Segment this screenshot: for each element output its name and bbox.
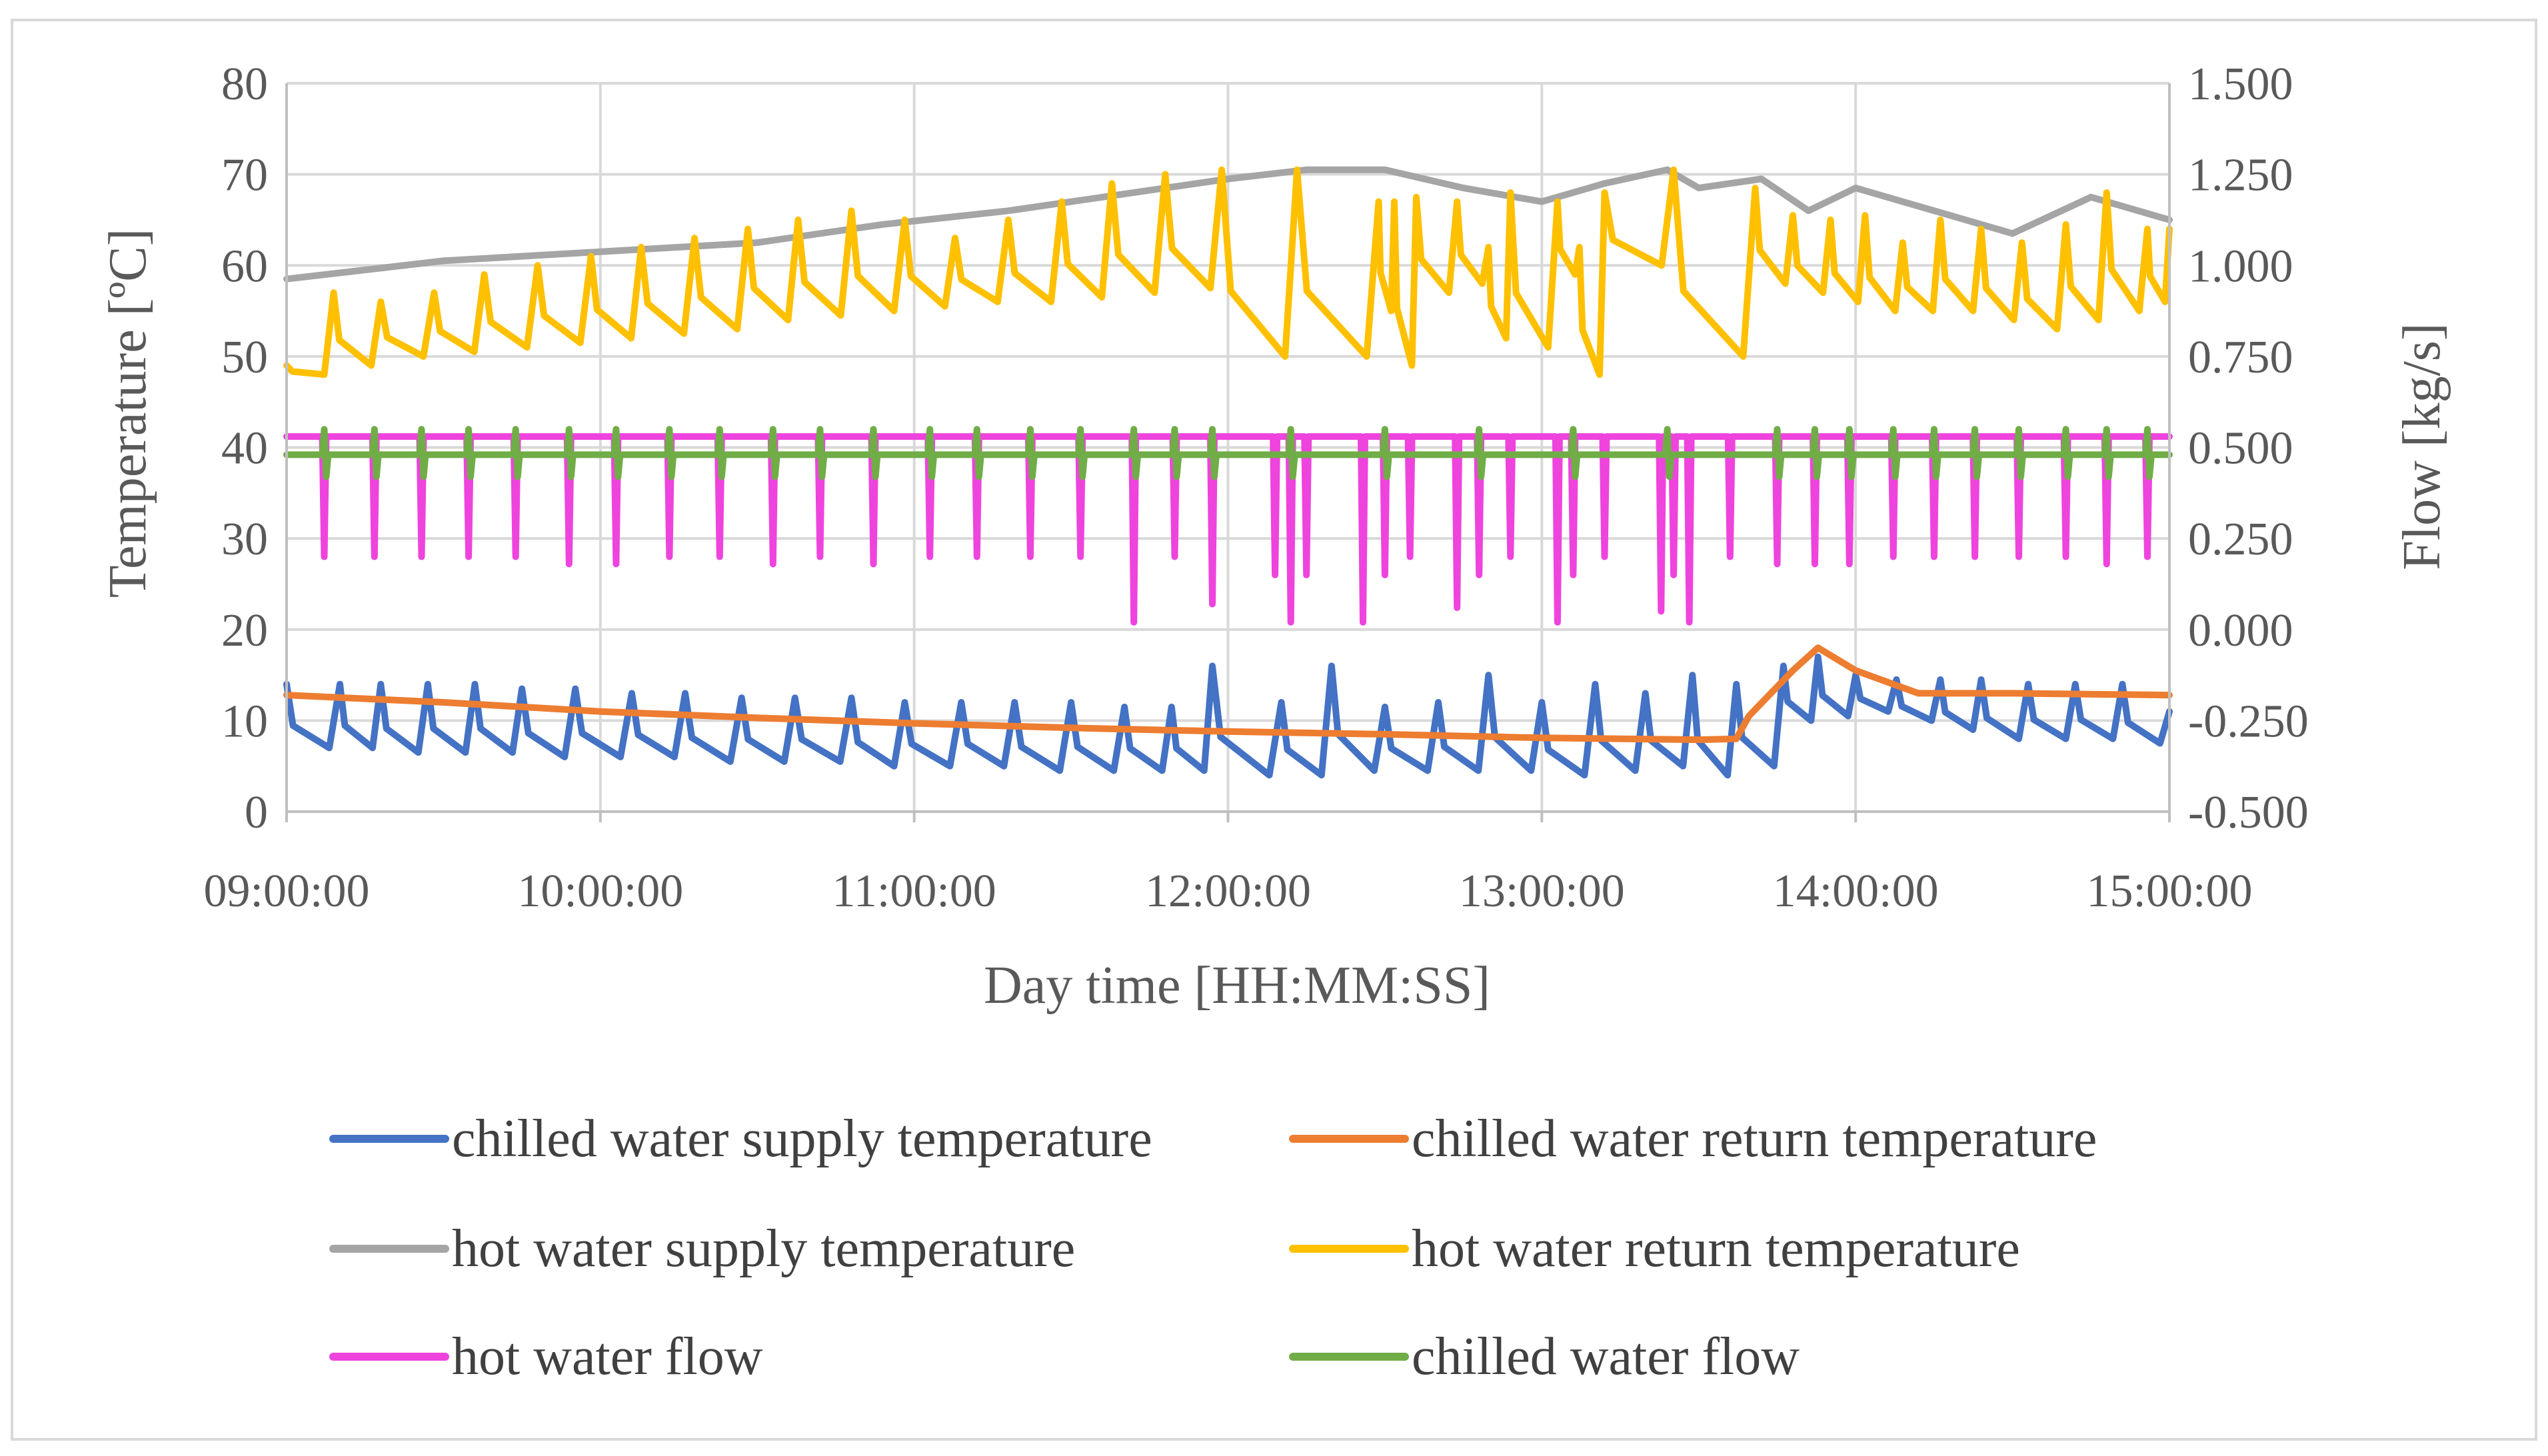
y2-axis-title: Flow [kg/s]: [2393, 323, 2451, 570]
legend: chilled water supply temperature chilled…: [329, 1109, 2097, 1386]
y-axis-title: Temperature [ºC]: [99, 229, 157, 598]
series-hot-water-flow: [283, 433, 2173, 626]
x-tick-label: 10:00:00: [517, 866, 683, 917]
y-tick-label: 60: [221, 241, 268, 292]
y-tick-label: 50: [221, 332, 268, 383]
legend-label-chilled-water-flow: chilled water flow: [1412, 1327, 1800, 1386]
y2-tick-label: 0.250: [2188, 514, 2293, 565]
legend-item-chilled-water-return-temperature: chilled water return temperature: [1289, 1109, 2097, 1168]
series-chilled-water-return-temperature: [283, 644, 2173, 744]
legend-item-hot-water-supply-temperature: hot water supply temperature: [329, 1219, 1075, 1278]
legend-item-hot-water-flow: hot water flow: [329, 1327, 763, 1386]
y-tick-label: 80: [221, 59, 268, 110]
y2-tick-label: 0.000: [2188, 605, 2293, 656]
x-tick-label: 15:00:00: [2087, 866, 2253, 917]
axes: 0 10 20 30 40 50 60 70 80 -0.500 -0.250 0.000 0.250 0…: [204, 59, 2309, 917]
y2-tick-label: 1.000: [2188, 241, 2293, 292]
y-tick-label: 70: [221, 150, 268, 201]
y-tick-label: 40: [221, 423, 268, 474]
legend-label-hot-water-flow: hot water flow: [452, 1327, 763, 1386]
series-hot-water-return-temperature: [283, 166, 2173, 378]
x-axis-title: Day time [HH:MM:SS]: [984, 956, 1490, 1015]
y-tick-label: 10: [221, 696, 268, 747]
legend-label-chilled-water-supply-temperature: chilled water supply temperature: [452, 1109, 1152, 1168]
series-lines: [283, 166, 2173, 779]
y-tick-label: 0: [245, 787, 268, 838]
x-tick-label: 14:00:00: [1773, 866, 1939, 917]
y2-tick-label: -0.250: [2188, 696, 2309, 747]
legend-label-hot-water-supply-temperature: hot water supply temperature: [452, 1219, 1075, 1278]
x-tick-label: 13:00:00: [1459, 866, 1625, 917]
y2-tick-label: 1.500: [2188, 59, 2293, 110]
legend-item-chilled-water-supply-temperature: chilled water supply temperature: [329, 1109, 1152, 1168]
x-tick-label: 12:00:00: [1145, 866, 1311, 917]
y2-tick-label: 0.500: [2188, 423, 2293, 474]
series-hot-water-supply-temperature: [283, 166, 2173, 283]
legend-item-chilled-water-flow: chilled water flow: [1289, 1327, 1800, 1386]
series-chilled-water-flow: [283, 426, 2173, 480]
x-tick-label: 11:00:00: [832, 866, 996, 917]
y2-tick-label: 1.250: [2188, 150, 2293, 201]
y2-tick-label: -0.500: [2188, 787, 2309, 838]
series-chilled-water-supply-temperature: [283, 653, 2173, 779]
legend-item-hot-water-return-temperature: hot water return temperature: [1289, 1219, 2020, 1278]
legend-label-hot-water-return-temperature: hot water return temperature: [1412, 1219, 2020, 1278]
y-tick-label: 20: [221, 605, 268, 656]
y2-tick-label: 0.750: [2188, 332, 2293, 383]
x-tick-label: 09:00:00: [204, 866, 370, 917]
y-tick-label: 30: [221, 514, 268, 565]
legend-label-chilled-water-return-temperature: chilled water return temperature: [1412, 1109, 2097, 1168]
